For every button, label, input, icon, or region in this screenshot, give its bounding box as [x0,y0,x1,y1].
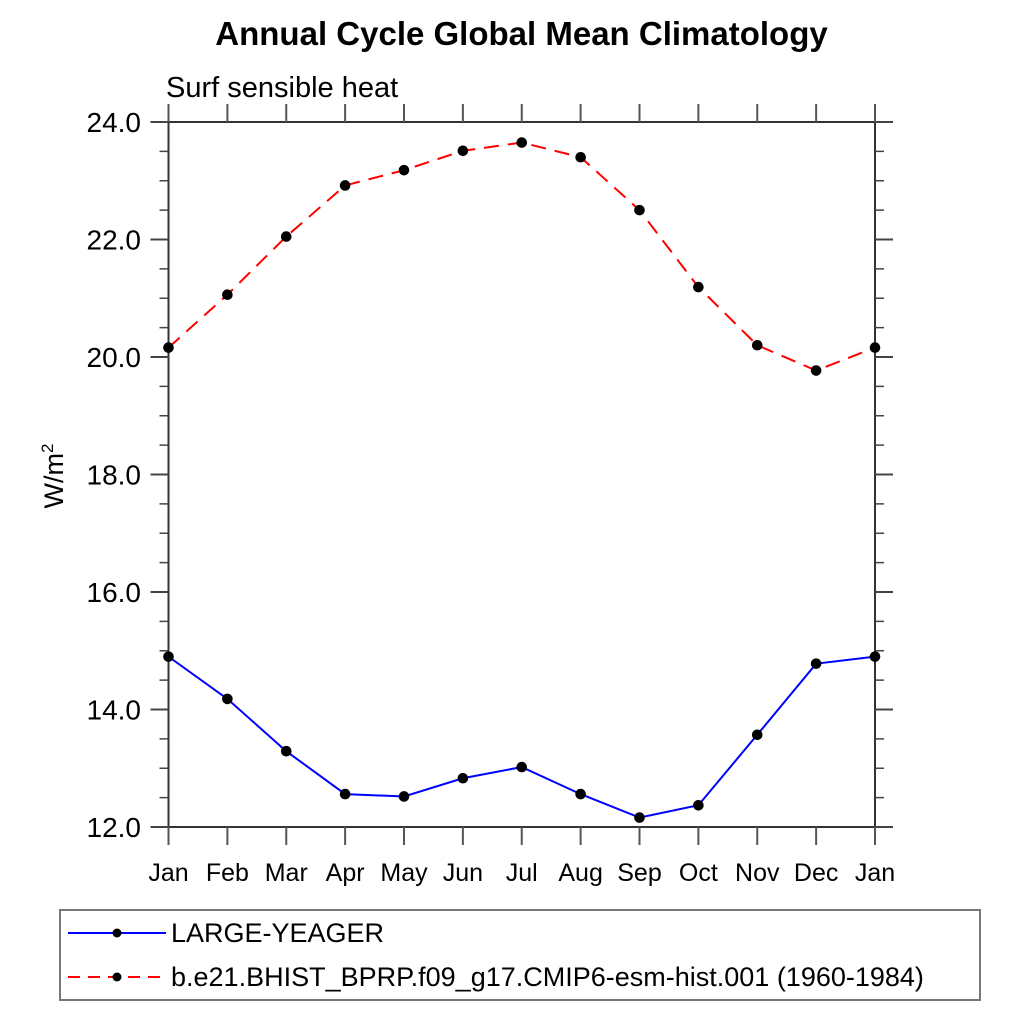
data-point-marker-1 [163,342,174,353]
legend-marker-dot [112,972,122,982]
data-point-marker-0 [163,651,174,662]
data-point-marker-0 [810,658,822,669]
x-tick-label: Dec [794,859,838,887]
data-point-marker-0 [869,651,881,662]
x-tick-label: Jan [148,859,188,887]
x-tick-label: Nov [735,859,780,887]
series-line-0 [167,655,876,819]
data-point-marker-1 [516,137,528,148]
y-tick-label: 20.0 [87,342,142,373]
legend-swatch-dashed-line [68,972,166,982]
y-tick-label: 16.0 [87,577,142,608]
legend-item-cmip6: b.e21.BHIST_BPRP.f09_g17.CMIP6-esm-hist.… [61,955,979,999]
data-point-marker-0 [280,745,292,757]
legend-item-large-yeager: LARGE-YEAGER [61,911,979,955]
x-tick-label: Jan [855,859,895,887]
data-point-marker-1 [751,339,763,351]
y-tick-label: 14.0 [87,695,142,726]
data-point-marker-1 [634,204,645,216]
x-tick-label: Mar [265,859,308,887]
x-tick-label: Jul [506,859,538,887]
data-point-marker-1 [280,231,292,242]
x-tick-label: Oct [679,859,718,887]
data-point-marker-0 [693,799,704,811]
x-tick-label: Sep [617,859,661,887]
data-point-marker-1 [339,180,351,191]
y-tick-label: 22.0 [87,225,142,256]
data-point-marker-0 [634,812,645,823]
data-point-marker-1 [222,289,233,301]
data-point-marker-0 [457,772,469,784]
legend-marker-dot [112,928,122,938]
legend-swatch-solid-line [68,928,166,938]
y-tick-label: 12.0 [87,812,142,843]
series-line-1 [167,141,876,372]
x-tick-label: May [380,859,428,887]
x-tick-label: Jun [443,859,483,887]
data-point-marker-1 [810,365,822,376]
data-point-marker-1 [869,342,881,353]
legend-label-cmip6: b.e21.BHIST_BPRP.f09_g17.CMIP6-esm-hist.… [171,961,924,992]
data-point-marker-1 [575,151,586,163]
data-point-marker-0 [222,693,233,705]
data-point-marker-1 [398,164,410,176]
data-point-marker-0 [751,729,763,741]
data-point-marker-1 [457,145,469,157]
chart-title: Annual Cycle Global Mean Climatology [215,15,828,52]
y-tick-label: 24.0 [87,107,142,138]
data-point-marker-1 [693,281,704,293]
chart-subtitle: Surf sensible heat [166,72,399,104]
x-tick-label: Apr [326,859,365,887]
x-tick-label: Feb [206,859,249,887]
data-point-marker-0 [575,788,586,800]
legend-label-large-yeager: LARGE-YEAGER [171,917,385,948]
data-point-marker-0 [516,761,528,773]
legend-box: LARGE-YEAGER b.e21.BHIST_BPRP.f09_g17.CM… [59,909,981,1001]
data-point-marker-0 [339,788,351,800]
y-tick-label: 18.0 [87,460,142,491]
x-tick-label: Aug [558,859,602,887]
data-point-marker-0 [398,791,410,802]
